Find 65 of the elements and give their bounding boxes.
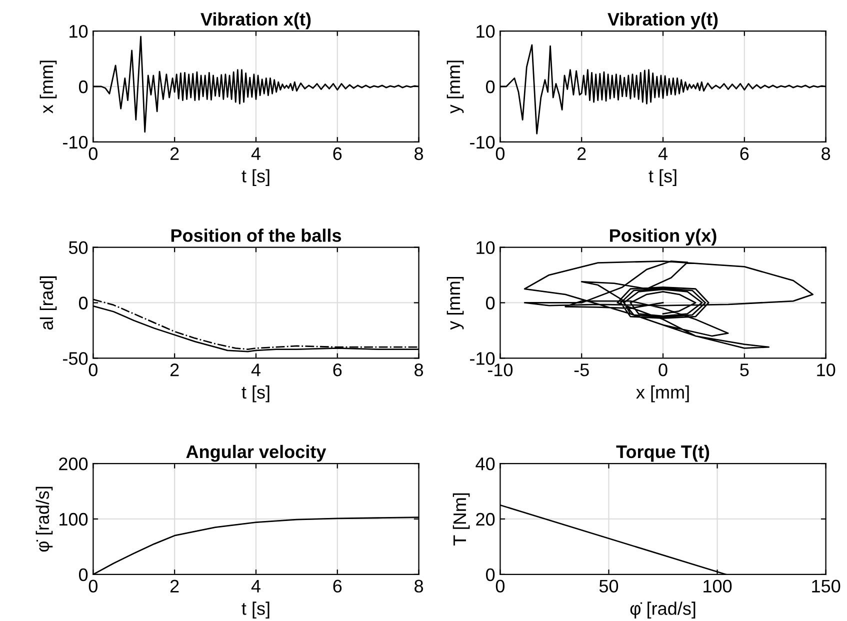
x-tick-label: 4 <box>251 580 260 592</box>
y-tick-label: 10 <box>70 24 88 38</box>
x-tick-label: 5 <box>740 364 749 376</box>
y-tick-label: 10 <box>476 24 495 38</box>
y-axis-title: T [Nm] <box>452 493 470 546</box>
y-tick-label: 20 <box>476 512 495 526</box>
x-axis-title: x [mm] <box>636 385 689 402</box>
x-tick-label: 6 <box>333 147 342 160</box>
y-axis-title: y [mm] <box>446 60 464 114</box>
x-axis-title: φ̇ [rad/s] <box>630 602 696 619</box>
x-axis-title: t [s] <box>242 602 270 619</box>
y-tick-label: 100 <box>60 512 88 526</box>
x-tick-label: 4 <box>251 147 260 160</box>
y-tick-label: 200 <box>59 457 88 470</box>
y-axis-title: x [mm] <box>40 60 57 114</box>
y-axis-title: φ̇ [rad/s] <box>36 486 53 552</box>
x-axis-title: t [s] <box>648 169 676 186</box>
y-tick-label: -10 <box>470 352 495 365</box>
chart-title: Vibration x(t) <box>200 12 311 30</box>
x-tick-label: 10 <box>817 364 836 376</box>
x-tick-label: 0 <box>88 147 98 160</box>
y-axis-title: al [rad] <box>40 276 57 330</box>
x-tick-label: 100 <box>704 580 732 593</box>
y-tick-label: -10 <box>63 136 88 149</box>
y-tick-label: 0 <box>78 568 88 582</box>
x-tick-label: 50 <box>599 580 618 593</box>
y-tick-label: 0 <box>78 296 88 310</box>
y-tick-label: 0 <box>486 296 495 310</box>
y-axis-title: y [mm] <box>446 276 464 330</box>
chart-title: Angular velocity <box>186 444 326 462</box>
y-tick-label: 0 <box>78 80 88 94</box>
x-tick-label: 6 <box>740 147 749 160</box>
x-tick-label: 8 <box>414 580 424 593</box>
x-tick-label: 0 <box>496 147 505 160</box>
y-tick-label: 40 <box>476 457 495 470</box>
chart-title: Position of the balls <box>171 228 342 242</box>
x-axis-title: t [s] <box>242 385 270 402</box>
x-tick-label: 6 <box>333 364 342 376</box>
x-tick-label: 2 <box>577 147 586 160</box>
chart-title: Torque T(t) <box>616 444 710 462</box>
x-tick-label: 0 <box>88 580 98 593</box>
x-axis-title: t [s] <box>242 169 270 186</box>
x-tick-label: 8 <box>822 147 830 160</box>
x-tick-label: -5 <box>574 364 589 376</box>
x-tick-label: 2 <box>170 364 179 376</box>
x-tick-label: 0 <box>496 580 505 593</box>
x-tick-label: 4 <box>658 147 668 160</box>
y-tick-label: -50 <box>63 352 88 365</box>
y-tick-label: 10 <box>476 241 495 254</box>
chart-title: Vibration y(t) <box>608 12 718 30</box>
x-tick-label: 8 <box>414 147 424 160</box>
x-tick-label: 2 <box>170 580 179 592</box>
y-tick-label: 0 <box>486 568 495 582</box>
chart-title: Position y(x) <box>610 228 716 246</box>
x-tick-label: 0 <box>658 364 668 376</box>
x-tick-label: 2 <box>170 147 179 160</box>
y-tick-label: 0 <box>486 80 495 94</box>
line-series <box>524 260 814 349</box>
x-tick-label: 8 <box>414 364 424 376</box>
y-tick-label: 50 <box>68 241 88 254</box>
x-tick-label: 150 <box>812 580 840 593</box>
x-tick-label: 6 <box>333 580 342 593</box>
x-tick-label: 4 <box>251 364 260 376</box>
y-tick-label: -10 <box>470 136 495 149</box>
x-tick-label: 0 <box>88 364 98 376</box>
